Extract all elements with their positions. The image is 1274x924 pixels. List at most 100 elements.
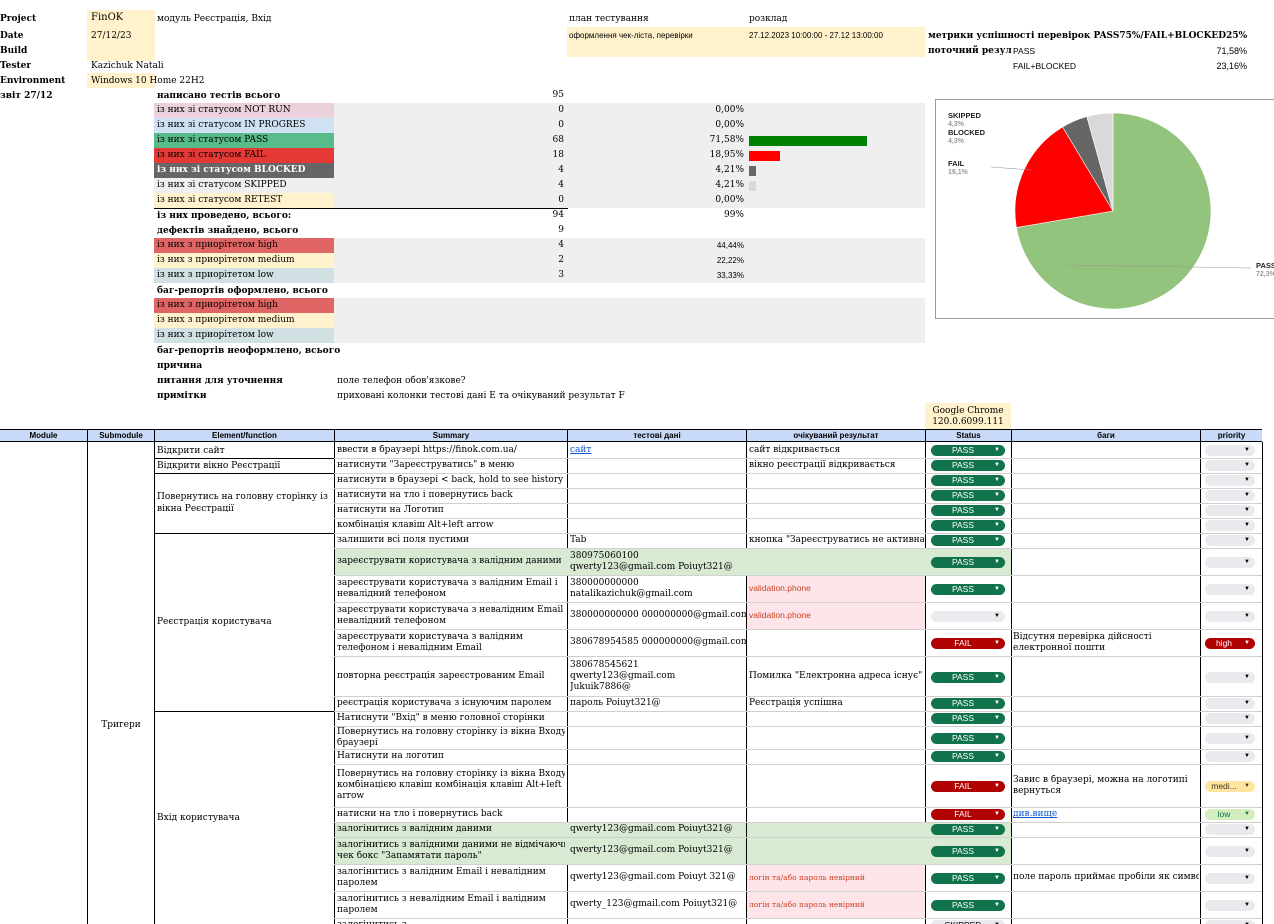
priority-dropdown[interactable]: low ▼ [1205, 809, 1255, 820]
pie-leader-line [990, 166, 1032, 171]
priority-dropdown[interactable]: ▼ [1205, 900, 1255, 911]
priority-dropdown[interactable]: ▼ [1205, 490, 1255, 501]
status-dropdown[interactable]: SKIPPED ▼ [931, 920, 1005, 924]
priority-dropdown[interactable]: ▼ [1205, 505, 1255, 516]
column-header[interactable]: Status [925, 429, 1011, 442]
report-label: звіт 27/12 [0, 91, 53, 101]
status-dropdown[interactable]: PASS ▼ [931, 535, 1005, 546]
test-data-link[interactable]: сайт [570, 445, 592, 455]
status-pie-chart-frame: PASS 72,3% FAIL 19,1% BLOCKED 4,3% SKIPPED 4,3% [935, 99, 1274, 319]
column-header[interactable]: Module [0, 429, 87, 442]
priority-dropdown[interactable]: medi... ▼ [1205, 781, 1255, 792]
column-header[interactable]: тестові дані [567, 429, 746, 442]
expected-result-cell [749, 711, 924, 726]
status-dropdown[interactable]: PASS ▼ [931, 713, 1005, 724]
status-dropdown[interactable]: PASS ▼ [931, 873, 1005, 884]
priority-dropdown[interactable]: ▼ [1205, 584, 1255, 595]
expected-result-cell: логін та/або пароль невірний [749, 891, 924, 918]
status-dropdown[interactable]: PASS ▼ [931, 672, 1005, 683]
expected-result-text: логін та/або пароль невірний [749, 900, 865, 909]
column-header[interactable]: Submodule [87, 429, 154, 442]
status-value: PASS [951, 672, 975, 682]
priority-dropdown[interactable]: ▼ [1205, 733, 1255, 744]
priority-dropdown[interactable]: high ▼ [1205, 638, 1255, 649]
summary-cell: повторна реєстрація зареєстрованим Email [337, 656, 565, 696]
test-data-cell: 380678954585 000000000@gmail.com [570, 629, 746, 656]
column-header[interactable]: очікуваний результат [746, 429, 925, 442]
status-count-value: 4 [558, 165, 564, 175]
priority-dropdown[interactable]: ▼ [1205, 713, 1255, 724]
summary-text: ввести в браузері https://finok.com.ua/ [337, 445, 517, 455]
priority-dropdown[interactable]: ▼ [1205, 751, 1255, 762]
status-count-label: із них зі статусом PASS [154, 133, 334, 148]
bug-cell [1013, 488, 1199, 503]
test-data-cell: 380000000000 000000000@gmail.com [570, 602, 746, 629]
test-data-cell [570, 473, 746, 488]
status-dropdown[interactable]: PASS ▼ [931, 846, 1005, 857]
summary-cell: натиснути в браузері < back, hold to see… [337, 473, 565, 488]
summary-cell: залогінитись з валідними даними не відмі… [337, 837, 565, 864]
summary-text: залогінитись з валідними даними не відмі… [337, 839, 565, 850]
questions-value: поле телефон обов'язкове? [337, 376, 466, 386]
summary-cell: Повернутись на головну сторінку із вікна… [337, 764, 565, 807]
summary-text: залишити всі поля пустими [337, 535, 470, 545]
priority-dropdown[interactable]: ▼ [1205, 824, 1255, 835]
plan-label: план тестування [569, 14, 649, 24]
priority-dropdown[interactable]: ▼ [1205, 846, 1255, 857]
status-count-label: із них зі статусом FAIL [154, 148, 334, 163]
project-value: FinOK [91, 12, 124, 23]
summary-cell: зареєструвати користувача з валідним Ema… [337, 575, 565, 602]
priority-dropdown[interactable]: ▼ [1205, 611, 1255, 622]
bug-link[interactable]: див.вище [1013, 809, 1058, 819]
priority-dropdown[interactable]: ▼ [1205, 873, 1255, 884]
status-dropdown[interactable]: FAIL ▼ [931, 638, 1005, 649]
bug-cell [1013, 837, 1199, 864]
status-dropdown[interactable]: ▼ [931, 611, 1005, 622]
test-data-cell [570, 764, 746, 807]
priority-dropdown[interactable]: ▼ [1205, 698, 1255, 709]
tester-label: Tester [0, 61, 32, 71]
defect-priority-pct: 44,44% [716, 241, 744, 250]
status-count-pct: 4,21% [715, 165, 744, 175]
status-dropdown[interactable]: FAIL ▼ [931, 809, 1005, 820]
status-dropdown[interactable]: PASS ▼ [931, 584, 1005, 595]
test-data-cell [570, 458, 746, 473]
status-value: PASS [951, 698, 975, 708]
priority-dropdown[interactable]: ▼ [1205, 460, 1255, 471]
status-dropdown[interactable]: PASS ▼ [931, 557, 1005, 568]
chevron-down-icon: ▼ [1244, 715, 1250, 721]
status-dropdown[interactable]: PASS ▼ [931, 475, 1005, 486]
status-dropdown[interactable]: PASS ▼ [931, 900, 1005, 911]
status-count-label: із них зі статусом RETEST [154, 193, 334, 208]
status-dropdown[interactable]: PASS ▼ [931, 824, 1005, 835]
column-header[interactable]: Element/function [154, 429, 334, 442]
priority-dropdown[interactable]: ▼ [1205, 445, 1255, 456]
status-count-label: із них зі статусом NOT RUN [154, 103, 334, 118]
status-dropdown[interactable]: PASS ▼ [931, 520, 1005, 531]
column-header[interactable]: priority [1200, 429, 1262, 442]
status-dropdown[interactable]: PASS ▼ [931, 733, 1005, 744]
chevron-down-icon: ▼ [1244, 640, 1250, 646]
status-value: PASS [951, 520, 975, 530]
priority-dropdown[interactable]: ▼ [1205, 557, 1255, 568]
status-dropdown[interactable]: FAIL ▼ [931, 781, 1005, 792]
status-count-value: 0 [558, 120, 564, 130]
status-dropdown[interactable]: PASS ▼ [931, 751, 1005, 762]
column-header[interactable]: баги [1011, 429, 1200, 442]
status-dropdown[interactable]: PASS ▼ [931, 460, 1005, 471]
status-count-pct: 0,00% [715, 120, 744, 130]
pie-label-blocked: BLOCKED [948, 128, 986, 137]
summary-cell: Натиснути "Вхід" в меню головної сторінк… [337, 711, 565, 726]
priority-dropdown[interactable]: ▼ [1205, 520, 1255, 531]
chevron-down-icon: ▼ [994, 783, 1000, 789]
priority-dropdown[interactable]: ▼ [1205, 672, 1255, 683]
status-dropdown[interactable]: PASS ▼ [931, 490, 1005, 501]
column-header[interactable]: Summary [334, 429, 567, 442]
status-dropdown[interactable]: PASS ▼ [931, 445, 1005, 456]
status-dropdown[interactable]: PASS ▼ [931, 698, 1005, 709]
priority-dropdown[interactable]: ▼ [1205, 920, 1255, 924]
priority-dropdown[interactable]: ▼ [1205, 535, 1255, 546]
priority-dropdown[interactable]: ▼ [1205, 475, 1255, 486]
project-label: Project [0, 14, 37, 24]
status-dropdown[interactable]: PASS ▼ [931, 505, 1005, 516]
